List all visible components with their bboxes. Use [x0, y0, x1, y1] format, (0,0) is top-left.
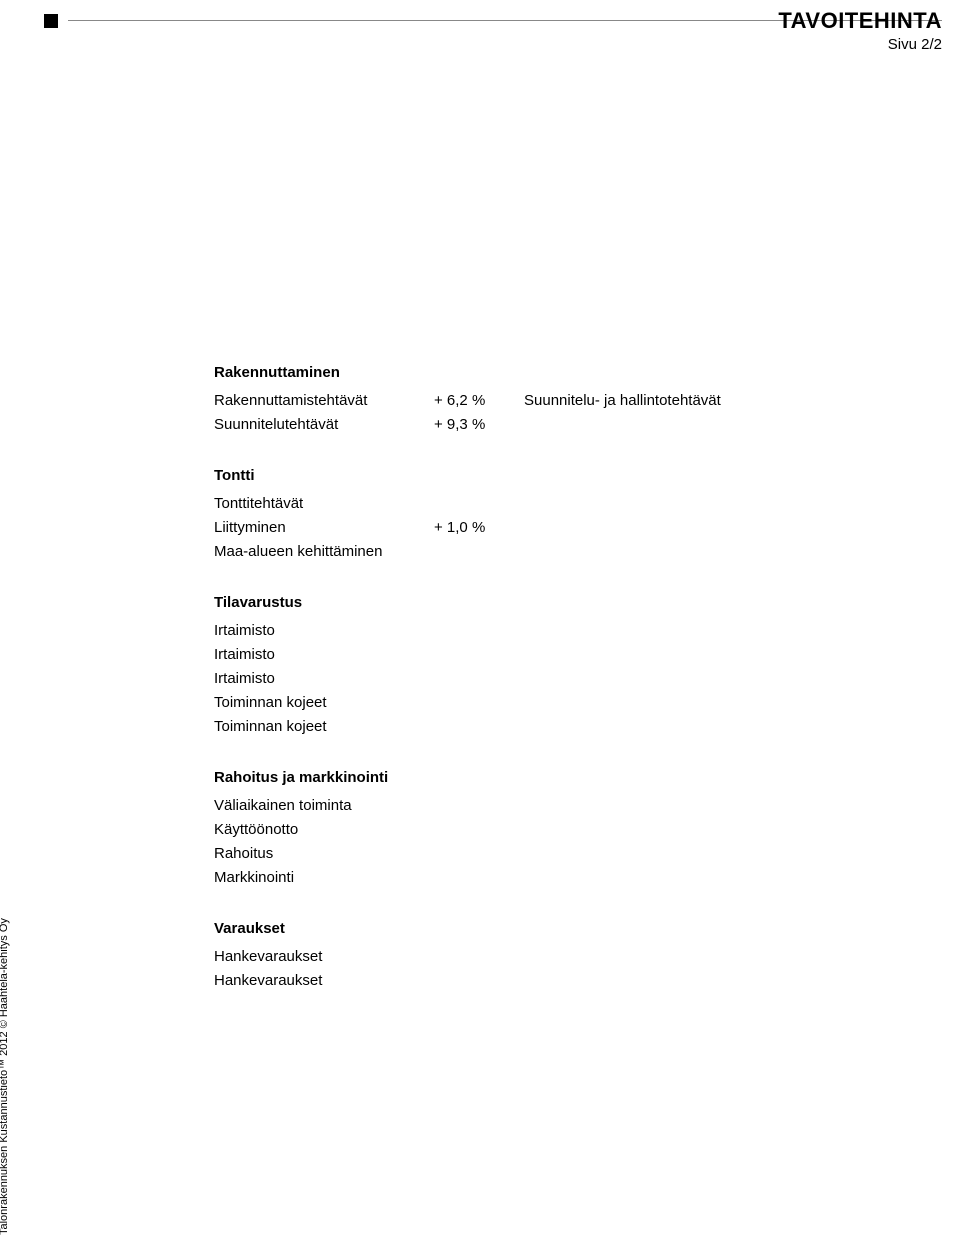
row-percent: + 9,3 %	[434, 413, 524, 437]
section-heading: Rakennuttaminen	[214, 364, 924, 381]
row-label: Maa-alueen kehittäminen	[214, 540, 434, 564]
page: TAVOITEHINTA Sivu 2/2 Rakennuttaminen Ra…	[0, 0, 960, 1251]
section-heading: Tilavarustus	[214, 594, 924, 611]
section-tilavarustus: Tilavarustus Irtaimisto Irtaimisto Irtai…	[214, 594, 924, 739]
table-row: Hankevaraukset	[214, 945, 924, 969]
header-marker	[44, 14, 58, 28]
table-row: Maa-alueen kehittäminen	[214, 540, 924, 564]
table-row: Toiminnan kojeet	[214, 691, 924, 715]
section-heading: Varaukset	[214, 920, 924, 937]
row-label: Hankevaraukset	[214, 969, 434, 993]
row-percent: + 6,2 %	[434, 389, 524, 413]
row-label: Irtaimisto	[214, 643, 434, 667]
table-row: Markkinointi	[214, 866, 924, 890]
row-label: Irtaimisto	[214, 667, 434, 691]
row-label: Irtaimisto	[214, 619, 434, 643]
page-number: Sivu 2/2	[888, 36, 942, 53]
row-percent: + 1,0 %	[434, 516, 524, 540]
row-percent	[434, 492, 524, 516]
row-note: Suunnitelu- ja hallintotehtävät	[524, 389, 844, 413]
table-row: Tonttitehtävät	[214, 492, 924, 516]
section-varaukset: Varaukset Hankevaraukset Hankevaraukset	[214, 920, 924, 993]
table-row: Rahoitus	[214, 842, 924, 866]
table-row: Toiminnan kojeet	[214, 715, 924, 739]
row-label: Tonttitehtävät	[214, 492, 434, 516]
row-label: Hankevaraukset	[214, 945, 434, 969]
table-row: Irtaimisto	[214, 619, 924, 643]
copyright-credit: Talonrakennuksen Kustannustieto™ 2012 © …	[0, 918, 10, 1235]
table-row: Suunnitelutehtävät + 9,3 %	[214, 413, 924, 437]
content-area: Rakennuttaminen Rakennuttamistehtävät + …	[214, 94, 924, 993]
section-rahoitus: Rahoitus ja markkinointi Väliaikainen to…	[214, 769, 924, 890]
row-note	[524, 413, 844, 437]
table-row: Käyttöönotto	[214, 818, 924, 842]
section-rakennuttaminen: Rakennuttaminen Rakennuttamistehtävät + …	[214, 364, 924, 437]
table-row: Irtaimisto	[214, 643, 924, 667]
table-row: Rakennuttamistehtävät + 6,2 % Suunnitelu…	[214, 389, 924, 413]
section-heading: Tontti	[214, 467, 924, 484]
table-row: Hankevaraukset	[214, 969, 924, 993]
table-row: Liittyminen + 1,0 %	[214, 516, 924, 540]
row-label: Suunnitelutehtävät	[214, 413, 434, 437]
row-label: Markkinointi	[214, 866, 434, 890]
row-label: Rahoitus	[214, 842, 434, 866]
row-label: Toiminnan kojeet	[214, 691, 434, 715]
row-label: Käyttöönotto	[214, 818, 434, 842]
section-heading: Rahoitus ja markkinointi	[214, 769, 924, 786]
section-tontti: Tontti Tonttitehtävät Liittyminen + 1,0 …	[214, 467, 924, 564]
document-title: TAVOITEHINTA	[778, 8, 942, 34]
row-label: Liittyminen	[214, 516, 434, 540]
table-row: Väliaikainen toiminta	[214, 794, 924, 818]
row-label: Väliaikainen toiminta	[214, 794, 434, 818]
row-label: Toiminnan kojeet	[214, 715, 434, 739]
table-row: Irtaimisto	[214, 667, 924, 691]
page-header: TAVOITEHINTA Sivu 2/2	[44, 14, 942, 64]
row-label: Rakennuttamistehtävät	[214, 389, 434, 413]
row-percent	[434, 540, 524, 564]
